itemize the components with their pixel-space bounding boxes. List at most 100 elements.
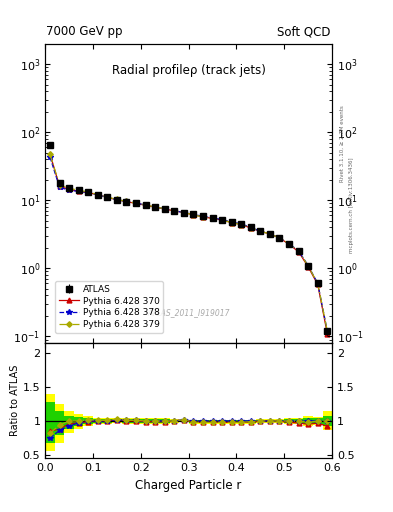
- Pythia 6.428 378: [67, 187, 72, 194]
- Pythia 6.428 378: [57, 184, 62, 190]
- Pythia 6.428 379: [67, 185, 72, 191]
- Text: Rivet 3.1.10, ≥ 2.7M events: Rivet 3.1.10, ≥ 2.7M events: [340, 105, 345, 182]
- Pythia 6.428 370: [325, 331, 330, 337]
- Pythia 6.428 378: [258, 228, 263, 234]
- Pythia 6.428 378: [143, 202, 148, 208]
- Legend: ATLAS, Pythia 6.428 370, Pythia 6.428 378, Pythia 6.428 379: ATLAS, Pythia 6.428 370, Pythia 6.428 37…: [55, 281, 163, 332]
- Pythia 6.428 379: [95, 191, 100, 198]
- Pythia 6.428 379: [268, 231, 272, 237]
- Pythia 6.428 378: [230, 219, 234, 225]
- Pythia 6.428 378: [134, 200, 138, 206]
- Pythia 6.428 370: [182, 209, 186, 216]
- Text: mcplots.cern.ch [arXiv:1306.3436]: mcplots.cern.ch [arXiv:1306.3436]: [349, 157, 354, 252]
- Pythia 6.428 378: [86, 189, 90, 196]
- Pythia 6.428 378: [172, 208, 177, 214]
- Pythia 6.428 370: [210, 216, 215, 222]
- Pythia 6.428 378: [296, 248, 301, 254]
- Pythia 6.428 379: [86, 189, 90, 195]
- Pythia 6.428 378: [306, 263, 310, 269]
- Pythia 6.428 370: [230, 220, 234, 226]
- Pythia 6.428 370: [95, 192, 100, 198]
- Pythia 6.428 370: [248, 225, 253, 231]
- Pythia 6.428 370: [201, 214, 206, 220]
- Pythia 6.428 379: [239, 222, 244, 228]
- Pythia 6.428 370: [296, 249, 301, 255]
- Pythia 6.428 370: [162, 206, 167, 212]
- Pythia 6.428 379: [230, 220, 234, 226]
- Pythia 6.428 378: [325, 328, 330, 334]
- Pythia 6.428 370: [153, 204, 158, 210]
- Pythia 6.428 378: [124, 198, 129, 204]
- Pythia 6.428 379: [162, 206, 167, 212]
- Text: Soft QCD: Soft QCD: [277, 26, 331, 38]
- Pythia 6.428 370: [48, 151, 52, 157]
- Pythia 6.428 378: [153, 204, 158, 210]
- Pythia 6.428 379: [287, 241, 292, 247]
- Pythia 6.428 370: [315, 282, 320, 288]
- Pythia 6.428 379: [220, 217, 224, 223]
- Pythia 6.428 378: [115, 197, 119, 203]
- Pythia 6.428 379: [57, 181, 62, 187]
- Pythia 6.428 378: [95, 192, 100, 198]
- Pythia 6.428 370: [67, 186, 72, 193]
- X-axis label: Charged Particle r: Charged Particle r: [136, 479, 242, 492]
- Pythia 6.428 378: [268, 231, 272, 237]
- Pythia 6.428 370: [124, 199, 129, 205]
- Pythia 6.428 378: [48, 154, 52, 160]
- Pythia 6.428 378: [220, 217, 224, 223]
- Pythia 6.428 379: [76, 187, 81, 194]
- Pythia 6.428 370: [172, 208, 177, 214]
- Pythia 6.428 378: [76, 188, 81, 195]
- Pythia 6.428 379: [210, 216, 215, 222]
- Pythia 6.428 378: [287, 241, 292, 247]
- Pythia 6.428 379: [325, 328, 330, 334]
- Pythia 6.428 378: [191, 211, 196, 218]
- Pythia 6.428 370: [220, 217, 224, 223]
- Pythia 6.428 379: [134, 200, 138, 206]
- Pythia 6.428 370: [268, 231, 272, 237]
- Pythia 6.428 379: [306, 263, 310, 269]
- Pythia 6.428 379: [182, 209, 186, 216]
- Pythia 6.428 378: [162, 206, 167, 212]
- Pythia 6.428 379: [201, 214, 206, 220]
- Pythia 6.428 378: [201, 214, 206, 220]
- Pythia 6.428 379: [124, 198, 129, 204]
- Pythia 6.428 379: [258, 228, 263, 234]
- Pythia 6.428 370: [287, 241, 292, 247]
- Pythia 6.428 378: [182, 209, 186, 216]
- Pythia 6.428 370: [277, 235, 282, 241]
- Pythia 6.428 370: [239, 222, 244, 228]
- Pythia 6.428 379: [143, 202, 148, 208]
- Text: ATLAS_2011_I919017: ATLAS_2011_I919017: [147, 309, 230, 317]
- Pythia 6.428 379: [315, 281, 320, 287]
- Pythia 6.428 378: [315, 281, 320, 287]
- Line: Pythia 6.428 378: Pythia 6.428 378: [47, 154, 330, 334]
- Pythia 6.428 379: [191, 212, 196, 218]
- Pythia 6.428 378: [105, 195, 110, 201]
- Pythia 6.428 378: [210, 215, 215, 221]
- Pythia 6.428 370: [105, 195, 110, 201]
- Pythia 6.428 370: [115, 197, 119, 203]
- Pythia 6.428 370: [57, 183, 62, 189]
- Pythia 6.428 379: [105, 194, 110, 200]
- Line: Pythia 6.428 370: Pythia 6.428 370: [48, 152, 330, 336]
- Line: Pythia 6.428 379: Pythia 6.428 379: [48, 153, 329, 333]
- Pythia 6.428 370: [86, 189, 90, 196]
- Pythia 6.428 370: [258, 228, 263, 234]
- Pythia 6.428 379: [48, 152, 52, 158]
- Text: 7000 GeV pp: 7000 GeV pp: [46, 26, 123, 38]
- Pythia 6.428 379: [296, 248, 301, 254]
- Pythia 6.428 379: [172, 208, 177, 214]
- Pythia 6.428 379: [153, 204, 158, 210]
- Pythia 6.428 370: [76, 188, 81, 195]
- Pythia 6.428 379: [115, 196, 119, 202]
- Pythia 6.428 379: [248, 225, 253, 231]
- Text: Radial profileρ (track jets): Radial profileρ (track jets): [112, 65, 266, 77]
- Pythia 6.428 370: [191, 212, 196, 218]
- Y-axis label: Ratio to ATLAS: Ratio to ATLAS: [10, 365, 20, 436]
- Pythia 6.428 379: [277, 235, 282, 241]
- Pythia 6.428 378: [248, 224, 253, 230]
- Pythia 6.428 378: [239, 221, 244, 227]
- Pythia 6.428 370: [134, 200, 138, 206]
- Pythia 6.428 378: [277, 235, 282, 241]
